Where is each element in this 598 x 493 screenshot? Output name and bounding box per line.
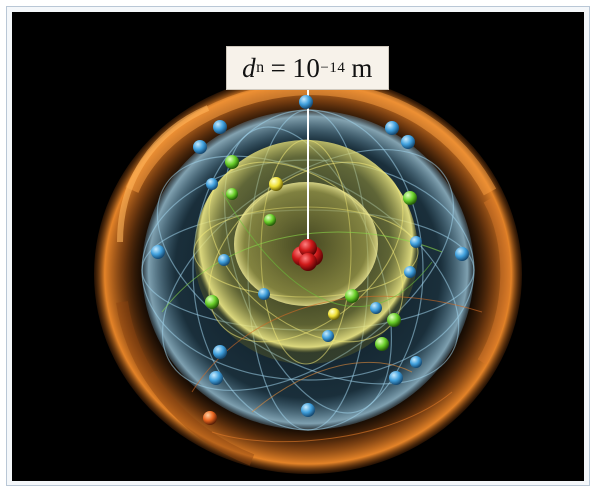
electron — [225, 155, 239, 169]
electron — [322, 330, 334, 342]
label-equals: = — [270, 52, 287, 83]
electron — [218, 254, 230, 266]
electron — [410, 236, 422, 248]
orbital-paths — [161, 191, 483, 443]
electron — [389, 371, 403, 385]
atom-illustration: d n = 10 −14 m — [12, 12, 584, 481]
electrons-yellow — [269, 177, 340, 320]
electron — [151, 245, 165, 259]
electron — [455, 247, 469, 261]
diameter-label: d n = 10 −14 m — [226, 46, 389, 90]
label-exponent: −14 — [320, 59, 346, 76]
electrons-orange — [203, 411, 217, 425]
electron — [205, 295, 219, 309]
label-base: 10 — [292, 52, 321, 83]
electron — [269, 177, 283, 191]
label-subscript: n — [256, 59, 265, 76]
electron — [375, 337, 389, 351]
electron — [258, 288, 270, 300]
electron — [328, 308, 340, 320]
electron — [387, 313, 401, 327]
electron — [299, 95, 313, 109]
label-symbol: d — [242, 52, 257, 83]
electron — [203, 411, 217, 425]
electron — [401, 135, 415, 149]
electrons-blue — [151, 95, 469, 417]
electron — [385, 121, 399, 135]
electron — [226, 188, 238, 200]
electron — [264, 214, 276, 226]
atom-scene — [94, 74, 522, 474]
electron — [206, 178, 218, 190]
electron — [345, 289, 359, 303]
electron — [301, 403, 315, 417]
electron — [209, 371, 223, 385]
label-unit: m — [351, 52, 373, 83]
nucleus — [292, 239, 323, 271]
electron — [370, 302, 382, 314]
electron — [410, 356, 422, 368]
electron — [193, 140, 207, 154]
electron — [403, 191, 417, 205]
electron — [213, 120, 227, 134]
electron — [213, 345, 227, 359]
electron — [404, 266, 416, 278]
electrons-green — [205, 155, 417, 351]
